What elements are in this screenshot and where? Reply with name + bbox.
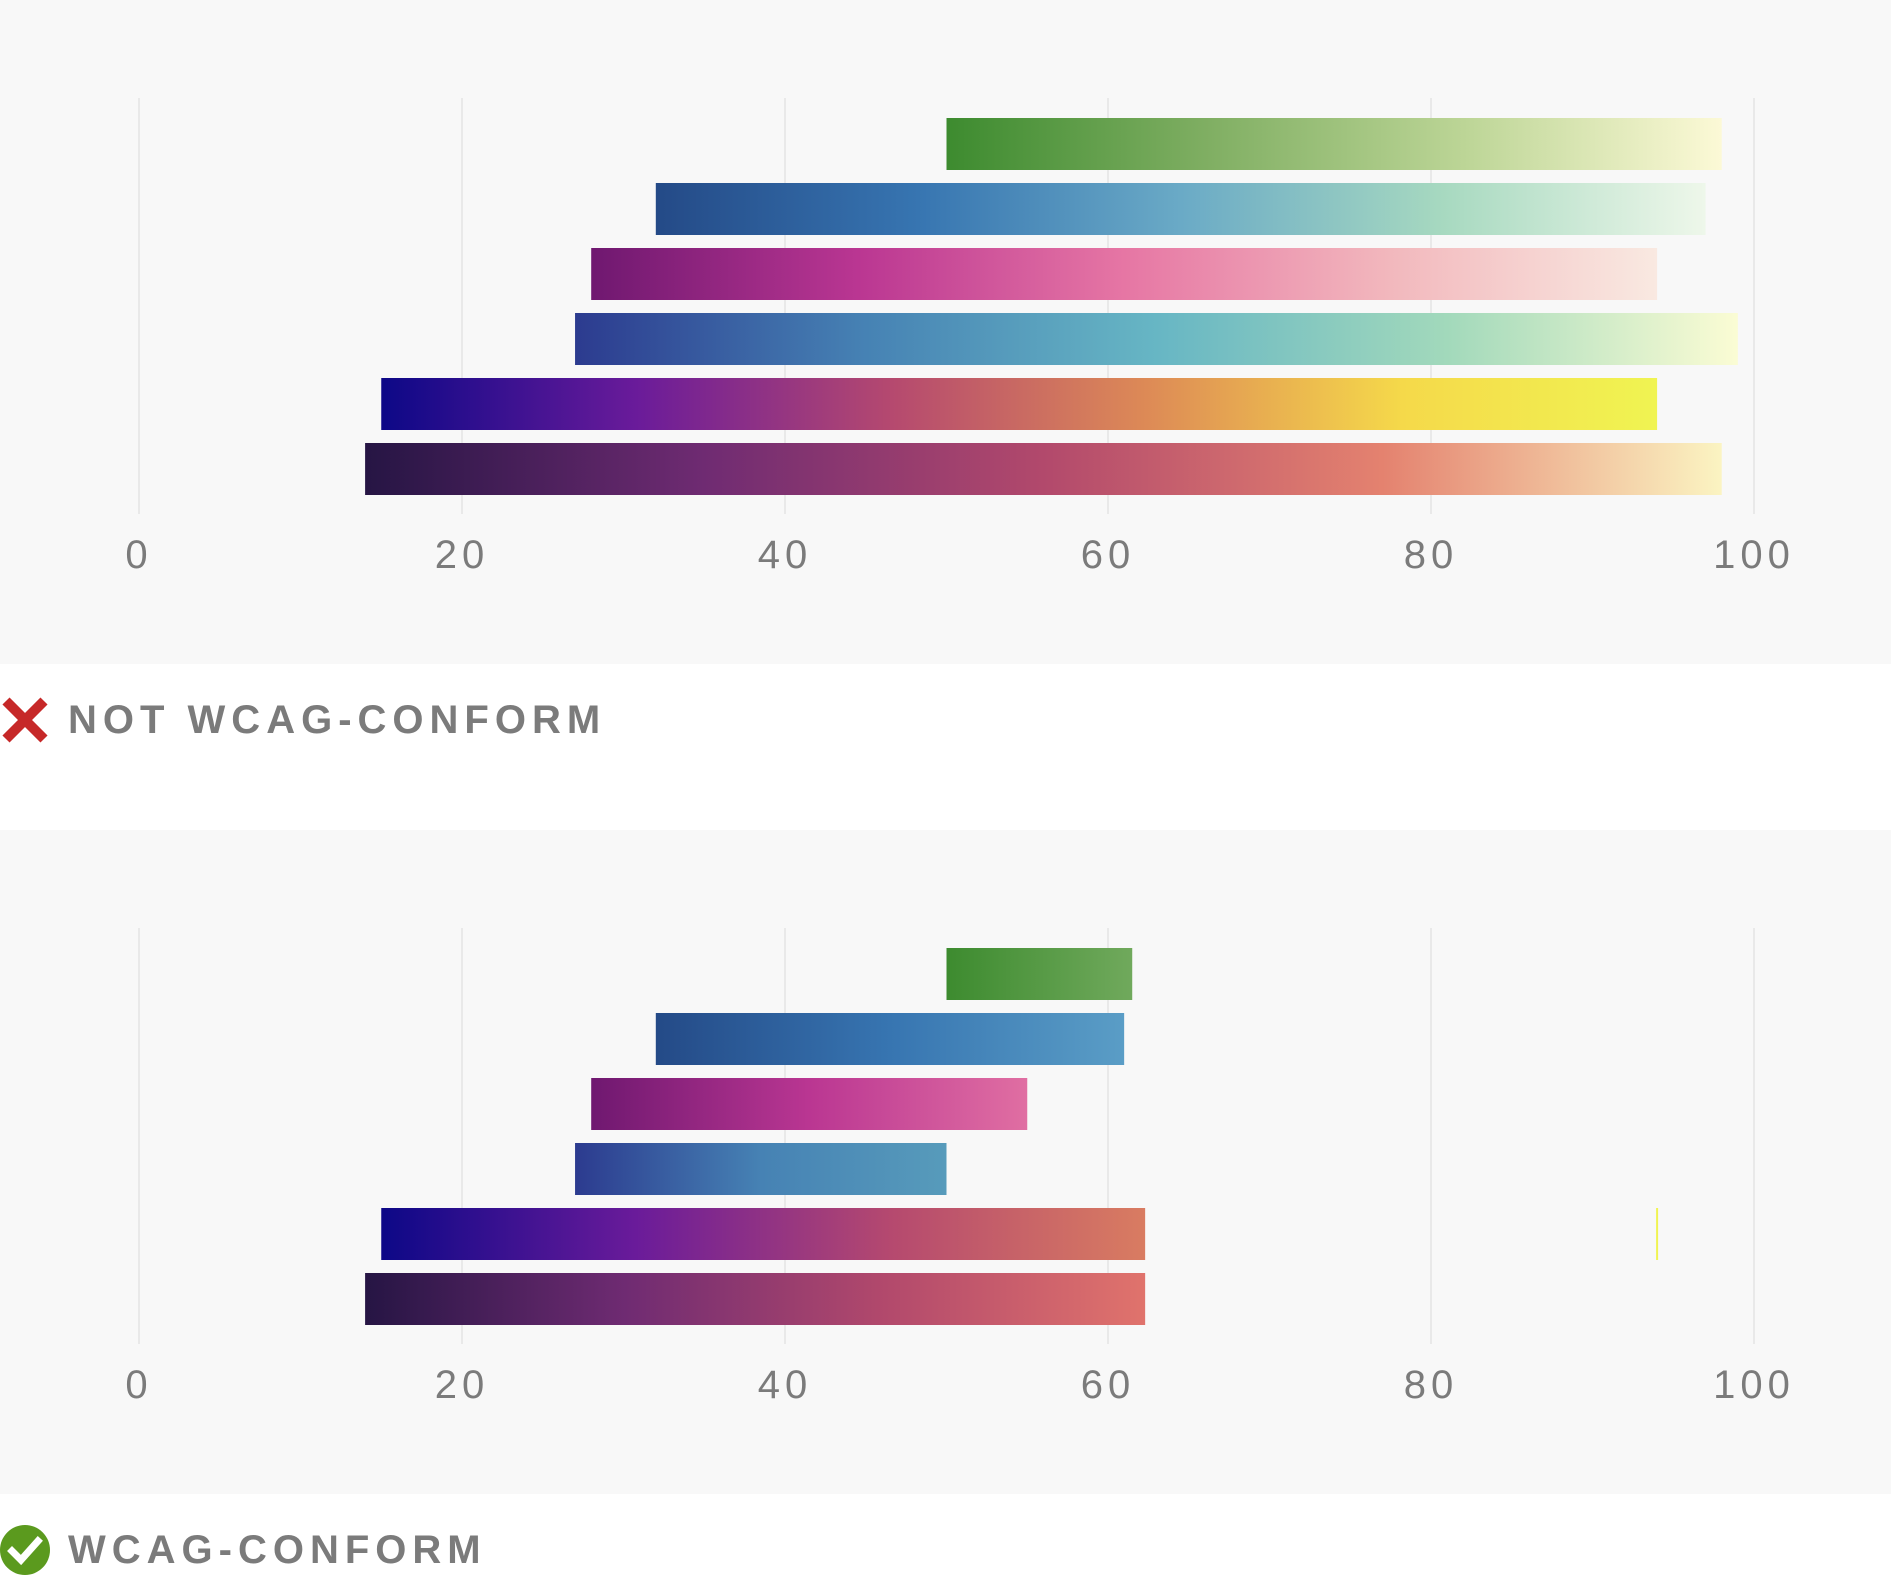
bar-end-marker bbox=[1656, 1208, 1659, 1260]
x-tick-label: 40 bbox=[758, 1363, 813, 1407]
chart-panel-not-conform: 0 20 40 60 80 100 bbox=[0, 0, 1891, 664]
bar-palette-4 bbox=[575, 1143, 947, 1195]
x-tick-label: 0 bbox=[125, 1363, 152, 1407]
chart-panel-conform: 0 20 40 60 80 100 bbox=[0, 830, 1891, 1494]
caption-text-conform: WCAG-CONFORM bbox=[68, 1527, 487, 1572]
bar-chart-not-conform: 0 20 40 60 80 100 bbox=[125, 98, 1795, 577]
caption-not-conform: NOT WCAG-CONFORM bbox=[0, 692, 606, 748]
bar-palette-3 bbox=[591, 1078, 1028, 1130]
x-tick-label: 60 bbox=[1081, 533, 1136, 577]
x-tick-label: 20 bbox=[435, 533, 490, 577]
bar-palette-6 bbox=[365, 1273, 1146, 1325]
x-tick-label: 0 bbox=[125, 533, 152, 577]
x-tick-label: 100 bbox=[1713, 1363, 1795, 1407]
bar-palette-6 bbox=[365, 443, 1722, 495]
caption-text-not-conform: NOT WCAG-CONFORM bbox=[68, 697, 607, 742]
bar-palette-5 bbox=[381, 378, 1658, 430]
bar-palette-4 bbox=[575, 313, 1738, 365]
bar-palette-1 bbox=[946, 118, 1722, 170]
bar-palette-2 bbox=[655, 183, 1706, 235]
bar-chart-conform: 0 20 40 60 80 100 bbox=[125, 928, 1795, 1407]
x-tick-label: 40 bbox=[758, 533, 813, 577]
caption-conform: WCAG-CONFORM bbox=[0, 1522, 487, 1578]
bar-palette-3 bbox=[591, 248, 1658, 300]
bar-palette-1 bbox=[946, 948, 1133, 1000]
x-tick-label: 100 bbox=[1713, 533, 1795, 577]
x-tick-label: 80 bbox=[1404, 533, 1459, 577]
cross-icon bbox=[0, 695, 50, 745]
x-tick-label: 20 bbox=[435, 1363, 490, 1407]
bar-palette-2 bbox=[655, 1013, 1125, 1065]
bar-palette-5 bbox=[381, 1208, 1146, 1260]
x-tick-label: 80 bbox=[1404, 1363, 1459, 1407]
check-circle-icon bbox=[0, 1525, 50, 1575]
x-tick-label: 60 bbox=[1081, 1363, 1136, 1407]
